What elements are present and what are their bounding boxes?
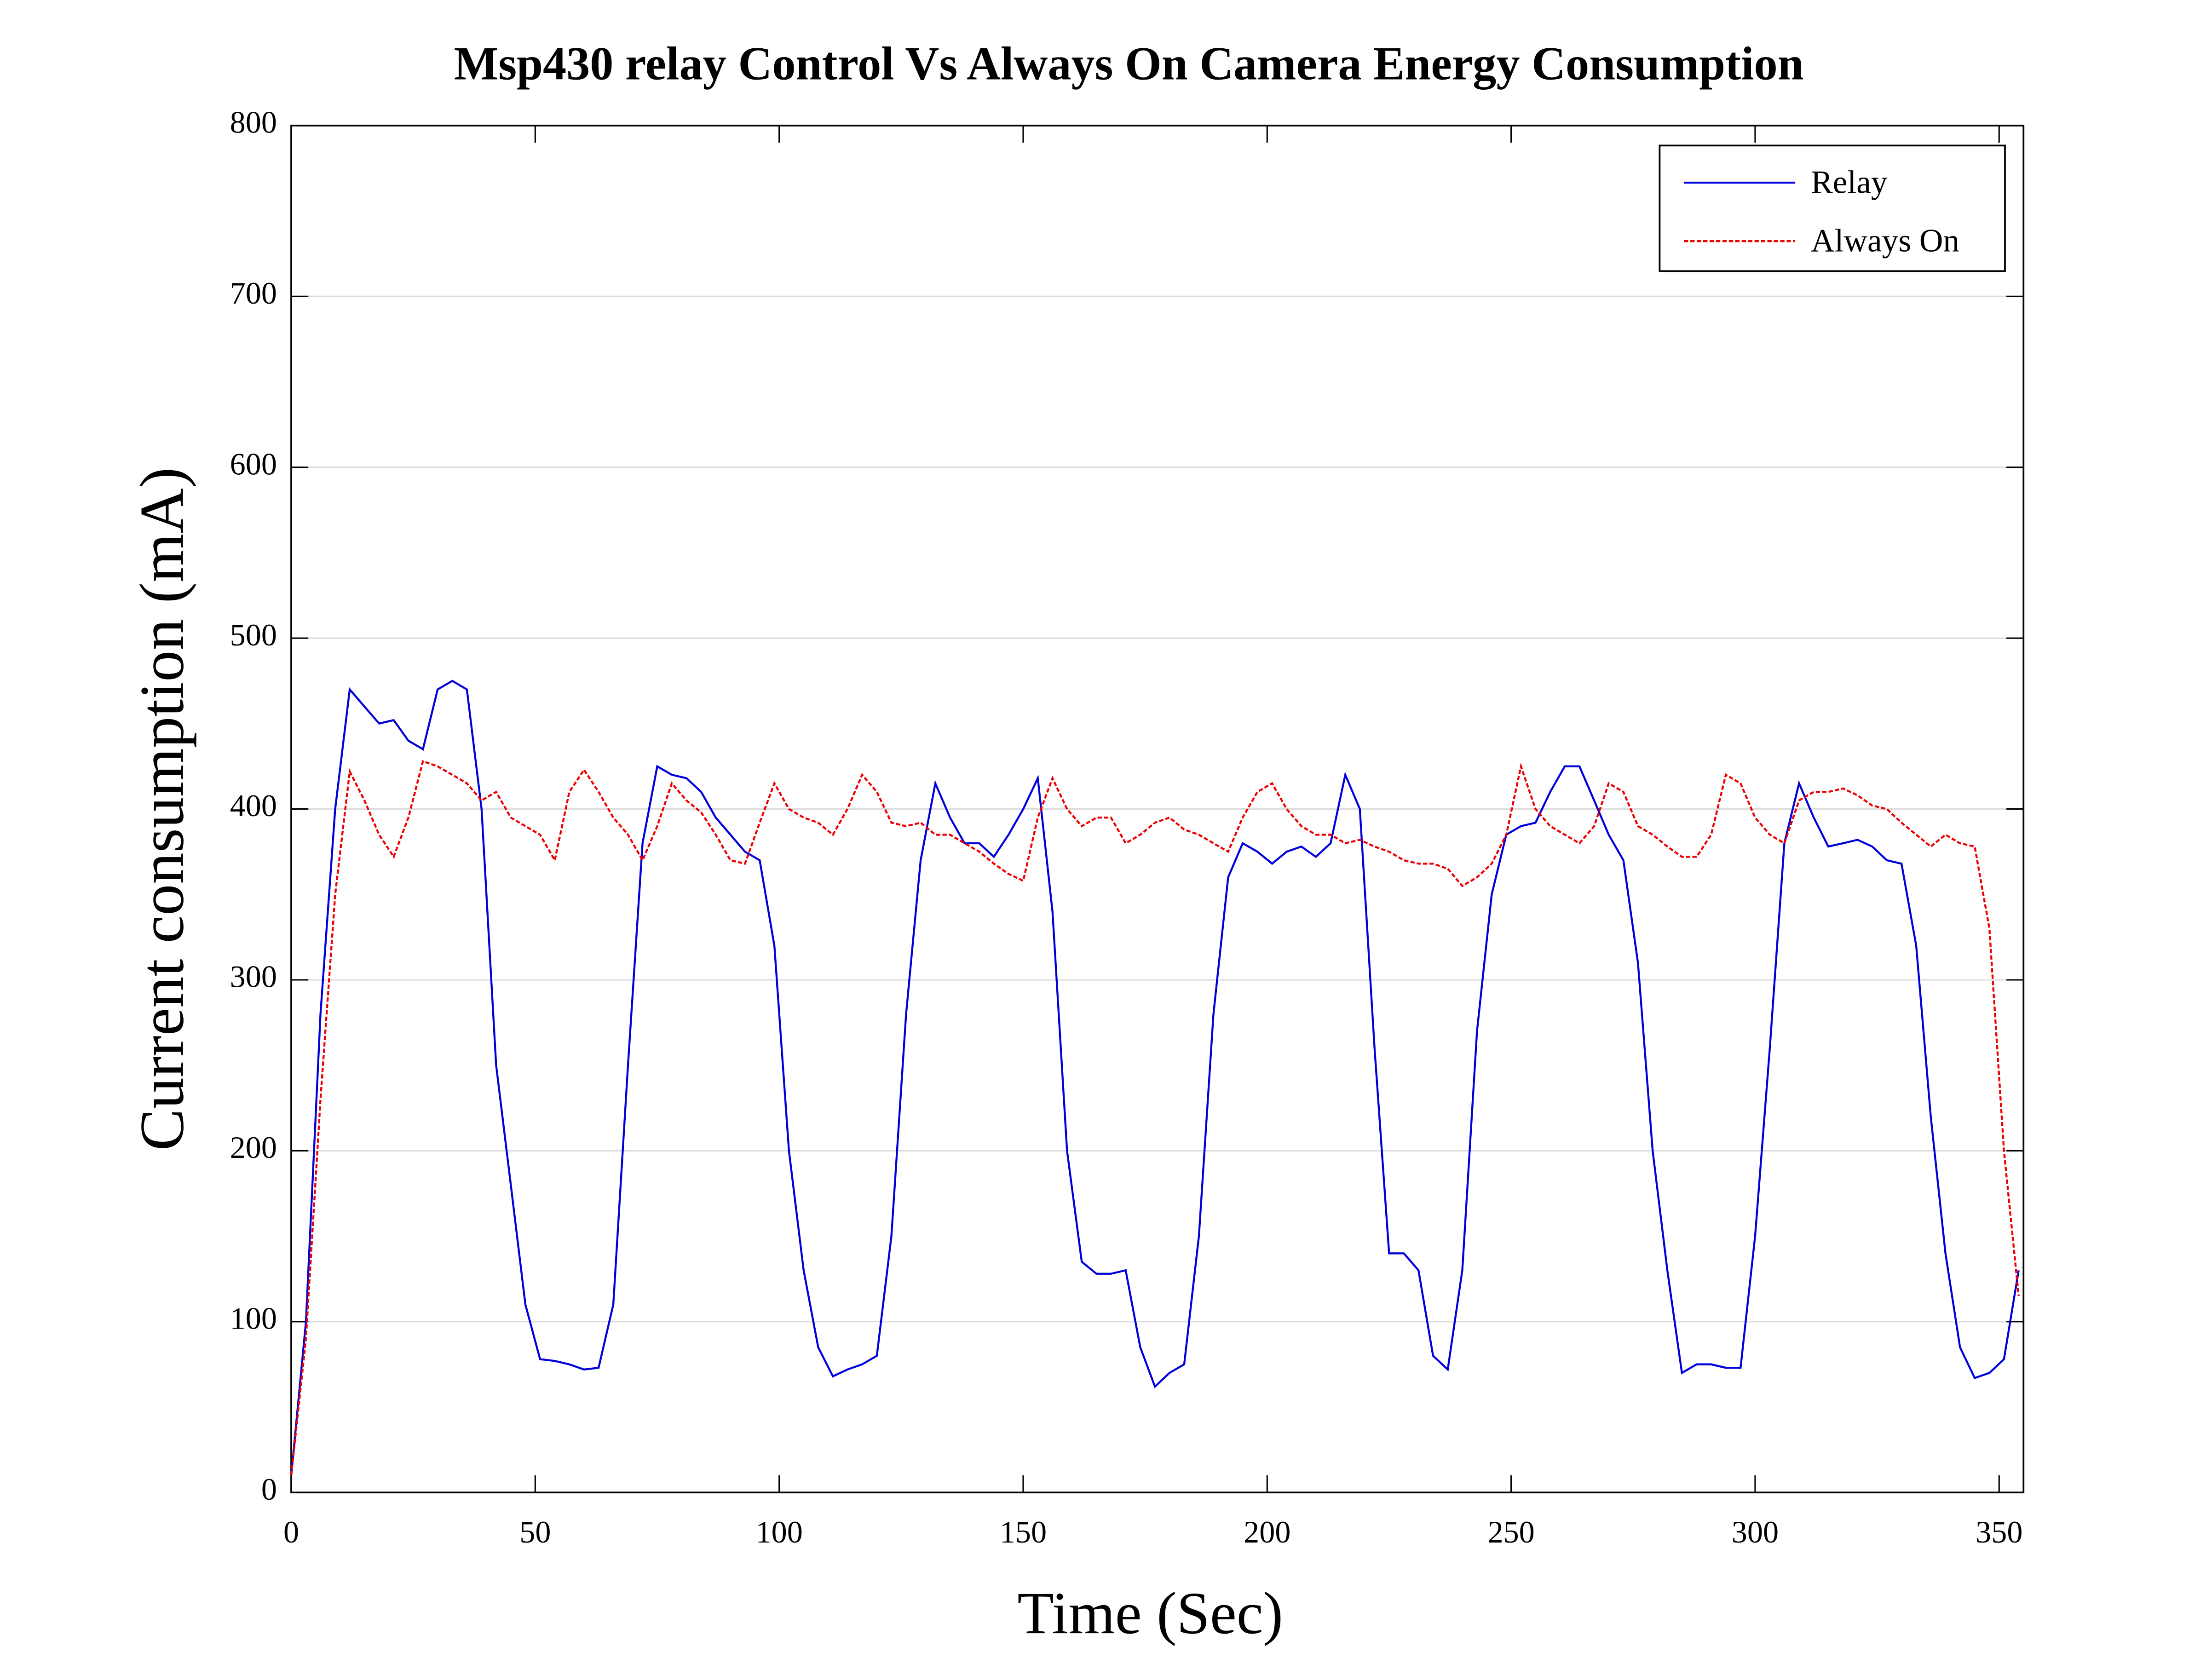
legend-label: Relay	[1811, 164, 1888, 201]
x-tick-label: 250	[1487, 1514, 1534, 1549]
series-line	[290, 760, 2020, 1476]
y-tick-label: 800	[230, 105, 277, 140]
series-line	[290, 679, 2020, 1476]
y-tick-label: 500	[230, 617, 277, 652]
y-tick-label: 400	[230, 788, 277, 823]
x-tick-label: 150	[1000, 1514, 1047, 1549]
plot-frame	[290, 125, 2025, 1494]
chart-title: Msp430 relay Control Vs Always On Camera…	[454, 38, 1804, 90]
x-axis-label: Time (Sec)	[1017, 1580, 1283, 1646]
y-tick-label: 700	[230, 276, 277, 311]
x-tick-label: 0	[283, 1514, 299, 1549]
y-tick-label: 200	[230, 1130, 277, 1165]
x-tick-label: 200	[1244, 1514, 1290, 1549]
y-tick-label: 100	[230, 1301, 277, 1336]
x-tick-label: 300	[1732, 1514, 1779, 1549]
y-axis-label: Current consumption (mA)	[127, 467, 197, 1151]
x-tick-label: 50	[519, 1514, 551, 1549]
legend-box	[1659, 144, 2006, 272]
legend-label: Always On	[1811, 223, 1959, 259]
x-tick-label: 350	[1976, 1514, 2022, 1549]
x-tick-label: 100	[755, 1514, 802, 1549]
y-tick-label: 600	[230, 446, 277, 481]
y-tick-label: 0	[261, 1472, 277, 1507]
y-tick-label: 300	[230, 959, 277, 994]
